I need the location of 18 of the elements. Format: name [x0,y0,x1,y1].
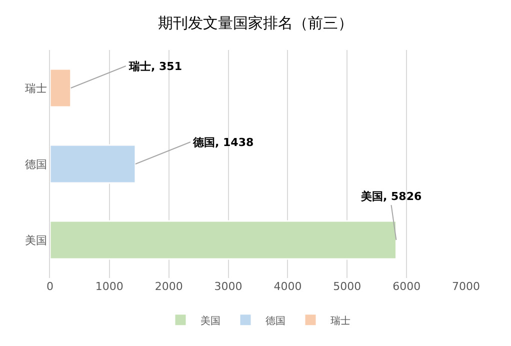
x-tick-label: 1000 [95,280,124,293]
chart-title: 期刊发文量国家排名（前三） [158,14,353,32]
y-tick-label: 德国 [24,158,47,171]
data-label: 美国, 5826 [360,190,422,203]
x-tick-label: 4000 [274,280,302,293]
legend-label: 美国 [200,314,220,327]
x-tick-label: 6000 [392,280,421,293]
x-tick-label: 0 [46,280,54,293]
y-tick-label: 美国 [24,234,47,247]
legend-label: 瑞士 [330,314,350,327]
y-tick-label: 瑞士 [24,82,47,95]
legend-label: 德国 [266,316,286,327]
data-label: 德国, 1438 [192,136,254,149]
x-tick-label: 3000 [214,280,242,293]
x-tick-label: 2000 [154,280,183,293]
data-label: 瑞士, 351 [128,60,182,73]
x-tick-label: 7000 [452,280,480,293]
x-tick-label: 5000 [333,280,362,293]
